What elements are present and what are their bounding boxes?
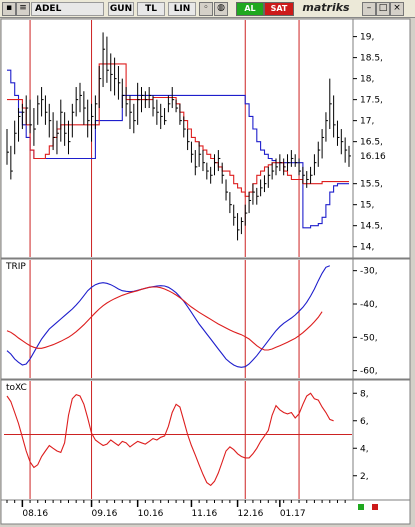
x-axis-label: 01.17: [280, 509, 306, 519]
pane-1-ytick-label: 17.5,: [360, 96, 383, 106]
pane-1-ytick-label: 18.5,: [360, 54, 383, 64]
period-button[interactable]: GUN: [108, 2, 134, 16]
pane-3-ytick-label: 4,: [360, 444, 369, 454]
indicator-icon[interactable]: ◍: [214, 2, 228, 16]
pane-3-line-red: [6, 392, 334, 487]
minimize-icon[interactable]: –: [362, 2, 376, 16]
pane-2-frame: [0, 258, 411, 380]
x-axis-frame: [0, 499, 411, 525]
window-menu-icon[interactable]: ▪: [2, 2, 16, 16]
x-axis-label: 10.16: [138, 509, 164, 519]
maximize-icon[interactable]: □: [376, 2, 390, 16]
pane-2-title: TRIP: [5, 262, 26, 272]
x-axis-label: 08.16: [22, 509, 48, 519]
pane-1-ytick-label: 15.5,: [360, 180, 383, 190]
x-axis-label: 11.16: [191, 509, 217, 519]
pane-3-title: toXC: [6, 383, 27, 393]
pane-2-ytick-label: -60,: [360, 367, 378, 377]
scale-button[interactable]: LIN: [168, 2, 196, 16]
pane-1-ytick-label: 14,: [360, 243, 374, 253]
pane-1-ytick-label: 14.5,: [360, 222, 383, 232]
currency-button[interactable]: TL: [137, 2, 165, 16]
pane-1-ytick-label: 18,: [360, 75, 374, 85]
settings-icon[interactable]: ◦: [199, 2, 213, 16]
buy-button[interactable]: AL: [236, 2, 264, 16]
scroll-indicator-icon: [358, 504, 364, 510]
x-axis-label: 12.16: [238, 509, 264, 519]
last-price-label: 16.16: [360, 152, 386, 162]
pane-2-line-blue: [6, 265, 331, 368]
sell-button[interactable]: SAT: [264, 2, 294, 16]
pane-1-ytick-label: 17,: [360, 117, 374, 127]
pane-3-frame: [0, 379, 411, 501]
pane-2-line-red: [6, 286, 323, 351]
brand-logo: matriks: [302, 1, 350, 14]
pane-2-ytick-label: -50,: [360, 333, 378, 343]
pane-1-frame: [0, 18, 411, 259]
scroll-indicator-icon: [372, 504, 378, 510]
pane-1-ytick-label: 16.5,: [360, 138, 383, 148]
menu-icon[interactable]: ≡: [16, 2, 30, 16]
symbol-field[interactable]: ADEL: [31, 2, 104, 16]
pane-2-ytick-label: -30,: [360, 267, 378, 277]
pane-3-ytick-label: 8,: [360, 389, 369, 399]
toolbar: ▪ ≡ ADEL GUN TL LIN ◦ ◍ AL SAT matriks –…: [0, 0, 415, 18]
pane-3-ytick-label: 2,: [360, 472, 369, 482]
pane-2-ytick-label: -40,: [360, 300, 378, 310]
close-icon[interactable]: ×: [390, 2, 404, 16]
pane-1-ytick-label: 15,: [360, 201, 374, 211]
pane-1-ytick-label: 19,: [360, 33, 374, 43]
x-axis-label: 09.16: [92, 509, 118, 519]
pane-3-ytick-label: 6,: [360, 417, 369, 427]
price-envelope-blue: [7, 69, 349, 229]
